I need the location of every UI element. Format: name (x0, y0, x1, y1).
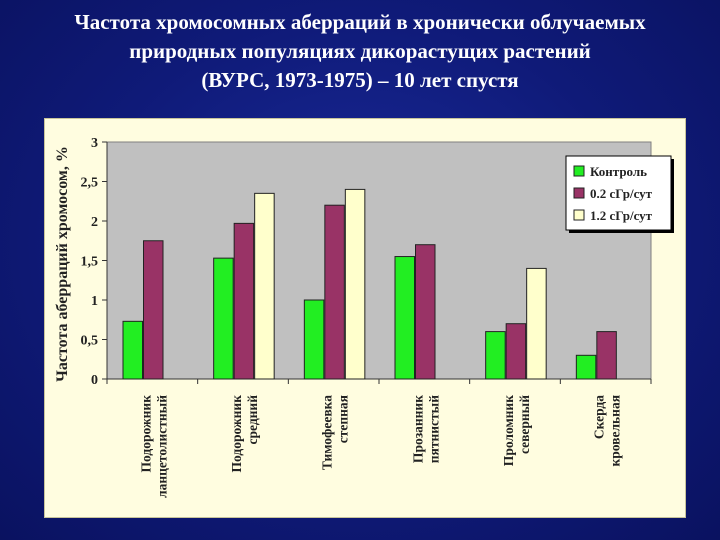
title-line-2: природных популяциях дикорастущих растен… (129, 39, 591, 63)
category-label-line: Подорожник (229, 395, 244, 473)
category-label-line: Проломник (501, 395, 516, 466)
category-label-line: северный (517, 395, 532, 454)
category-label-line: пятнистый (426, 395, 441, 463)
legend-label: Контроль (590, 164, 647, 179)
bar (505, 323, 527, 380)
y-tick-label: 1 (91, 294, 98, 309)
y-tick-label: 2,5 (81, 176, 99, 191)
legend-label: 1.2 сГр/сут (590, 208, 653, 223)
legend-label: 0.2 сГр/сут (590, 186, 653, 201)
category-label-line: степная (336, 395, 351, 443)
y-tick-label: 1,5 (81, 255, 99, 270)
y-tick-label: 0,5 (81, 334, 99, 349)
title-line-3: (ВУРС, 1973-1975) – 10 лет спустя (201, 68, 519, 92)
bar (394, 256, 415, 380)
category-label-line: кровельная (608, 395, 623, 467)
category-label-line: Прозанник (410, 395, 425, 463)
category-label: Подорожникланцетолистный (138, 395, 169, 498)
legend: Контроль 0.2 сГр/сут 1.2 сГр/сут (565, 155, 674, 233)
category-label: Прозанникпятнистый (410, 395, 441, 463)
title-line-1: Частота хромосомных аберраций в хроничес… (74, 10, 646, 34)
bar (143, 240, 164, 380)
bar (324, 204, 345, 380)
bar (575, 354, 597, 380)
plot-area (106, 141, 652, 380)
y-tick-label: 2 (91, 215, 98, 230)
bar (254, 192, 275, 380)
category-label: Подорожниксредний (229, 395, 260, 473)
chart-panel: Частота аберраций хромосом, % 0 0,5 1 1,5 2 2… (44, 118, 686, 518)
legend-swatch (573, 209, 585, 221)
bar (526, 267, 547, 380)
bar (596, 331, 617, 380)
category-label-line: Скерда (592, 395, 607, 439)
legend-swatch (573, 187, 585, 199)
bar (122, 320, 143, 380)
x-categories: Подорожникланцетолистный Подорожниксредни… (138, 395, 622, 498)
category-label-line: Подорожник (138, 395, 153, 473)
bar-chart: Частота аберраций хромосом, % 0 0,5 1 1,5 2 2… (54, 136, 674, 498)
bar (233, 222, 255, 380)
category-label: Проломниксеверный (501, 395, 532, 466)
category-label-line: средний (245, 395, 260, 445)
y-tick-label: 3 (91, 136, 98, 151)
bar (415, 244, 436, 380)
legend-swatch (573, 165, 585, 177)
category-label: Тимофеевкастепная (320, 395, 351, 470)
category-label-line: ланцетолистный (154, 395, 169, 498)
bars (106, 188, 652, 384)
y-ticks: 0 0,5 1 1,5 2 2,5 3 (81, 136, 107, 388)
y-tick-label: 0 (91, 373, 98, 388)
slide-title: Частота хромосомных аберраций в хроничес… (0, 8, 720, 95)
bar (213, 257, 234, 380)
y-axis-label: Частота аберраций хромосом, % (54, 146, 71, 382)
bar (303, 299, 325, 380)
bar (344, 188, 366, 380)
bar (485, 331, 506, 380)
category-label: Скердакровельная (592, 395, 623, 467)
category-label-line: Тимофеевка (320, 395, 335, 470)
